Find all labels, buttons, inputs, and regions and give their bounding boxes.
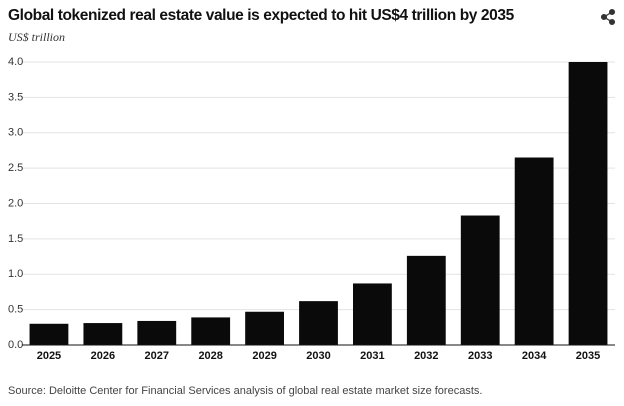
- y-tick-label: 2.5: [8, 162, 23, 174]
- chart-title: Global tokenized real estate value is ex…: [8, 7, 515, 24]
- y-tick-label: 0.0: [8, 339, 23, 351]
- share-icon[interactable]: [600, 8, 616, 26]
- x-tick-label: 2035: [576, 350, 600, 362]
- axis-unit: US$ trillion: [8, 30, 65, 44]
- bar: [406, 255, 446, 345]
- bar: [568, 62, 608, 345]
- x-tick-label: 2033: [468, 350, 492, 362]
- x-tick-label: 2030: [306, 350, 330, 362]
- y-tick-label: 1.0: [8, 268, 23, 280]
- bar: [191, 317, 231, 345]
- bar: [299, 301, 338, 345]
- bar: [353, 283, 392, 345]
- bar: [29, 323, 69, 345]
- x-tick-label: 2028: [198, 350, 222, 362]
- bar: [460, 215, 500, 345]
- source-note: Source: Deloitte Center for Financial Se…: [8, 385, 482, 397]
- x-tick-label: 2027: [145, 350, 169, 362]
- y-tick-label: 4.0: [8, 56, 23, 68]
- bar: [137, 320, 177, 345]
- x-tick-label: 2034: [522, 350, 547, 362]
- y-tick-label: 0.5: [8, 304, 23, 316]
- bar: [245, 311, 284, 345]
- y-tick-label: 2.0: [8, 197, 23, 209]
- bar: [514, 157, 554, 345]
- y-tick-label: 1.5: [8, 233, 23, 245]
- x-tick-label: 2032: [414, 350, 438, 362]
- y-tick-label: 3.5: [8, 91, 23, 103]
- x-tick-label: 2026: [91, 350, 115, 362]
- x-tick-label: 2031: [360, 350, 384, 362]
- bar: [83, 323, 123, 345]
- y-tick-label: 3.0: [8, 127, 23, 139]
- x-tick-label: 2025: [37, 350, 61, 362]
- x-tick-label: 2029: [252, 350, 276, 362]
